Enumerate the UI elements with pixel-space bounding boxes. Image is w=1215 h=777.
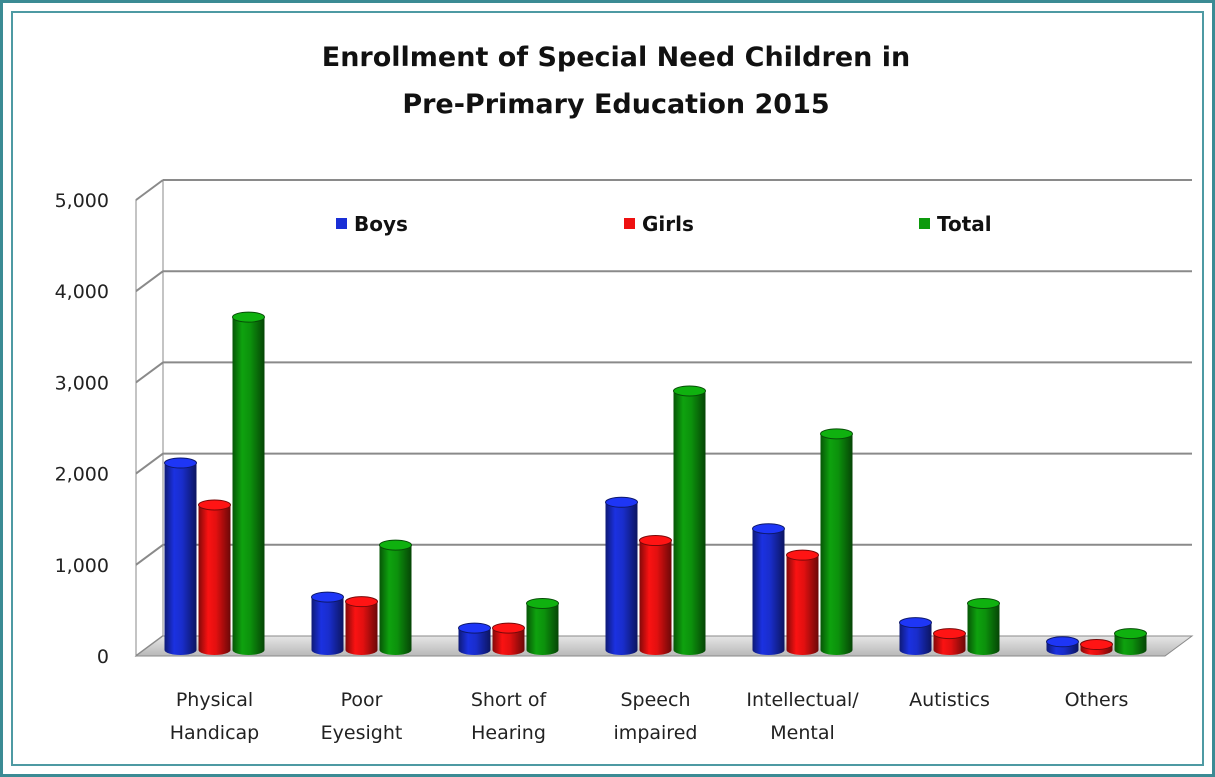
bar-boys [311,591,344,655]
bar-body [933,633,966,655]
bar-top [1114,628,1147,640]
y-tick-label: 4,000 [55,281,109,303]
bar-body [379,545,412,655]
bar-girls [933,628,966,655]
bar-body [1114,633,1147,655]
bar-girls [198,499,231,655]
y-tick-label: 3,000 [55,372,109,394]
x-tick-label: Others [1065,689,1129,711]
bar-boys [458,622,491,655]
chart-title-line-2: Pre-Primary Education 2015 [402,89,829,120]
bar-boys [605,496,638,655]
x-tick-label: Poor Eyesight [321,689,403,744]
legend-label: Total [937,212,992,236]
legend-item-boys: Boys [336,212,408,236]
bar-top [639,535,672,547]
bar-total [820,428,853,655]
bar-top [164,457,197,469]
bar-body [458,628,491,655]
bar-girls [1080,639,1113,655]
bar-top [198,499,231,511]
chart-inner-border [11,11,1204,766]
bar-girls [639,535,672,655]
bar-total [673,385,706,655]
bar-body [198,504,231,655]
bars-layer [164,311,1147,655]
bar-body [639,540,672,655]
bar-top [786,549,819,561]
bar-body [820,433,853,655]
y-tick-label: 5,000 [55,190,109,212]
bar-total [526,597,559,655]
bar-girls [492,622,525,655]
bar-girls [345,596,378,655]
bar-body [673,390,706,655]
gridline-depth [135,543,164,566]
left-wall [135,179,164,657]
y-tick-label: 2,000 [55,464,109,486]
bar-body [752,528,785,655]
legend-item-total: Total [919,212,992,236]
bar-body [899,622,932,655]
legend-swatch [336,218,347,229]
y-tick-label: 1,000 [55,555,109,577]
bar-top [311,591,344,603]
gridline-depth [135,270,164,293]
bar-top [492,622,525,634]
bar-top [899,617,932,629]
bar-boys [899,617,932,655]
bar-top [933,628,966,640]
bar-total [379,539,412,655]
bar-top [458,622,491,634]
bar-body [345,601,378,655]
bar-total [967,597,1000,655]
bar-body [786,555,819,655]
gridline-depth [135,179,164,201]
bar-top [1080,639,1113,651]
bar-body [605,502,638,655]
legend-label: Girls [642,212,694,236]
bar-top [967,597,1000,609]
bar-top [673,385,706,397]
bar-body [526,603,559,655]
bar-top [605,496,638,508]
x-tick-label: Short of Hearing [471,689,548,744]
bar-top [752,523,785,535]
bar-body [232,317,265,655]
gridline-depth [135,361,164,384]
x-tick-label: Intellectual/Mental [746,689,859,744]
bar-total [232,311,265,655]
bar-body [311,597,344,655]
gridline-depth [135,452,164,475]
bar-body [492,628,525,655]
legend-item-girls: Girls [624,212,694,236]
bar-boys [752,523,785,655]
bar-body [967,603,1000,655]
bar-girls [786,549,819,655]
bar-total [1114,628,1147,655]
axis-layer: 0 1,000 2,000 3,000 4,000 5,000 Physical Handic… [55,179,1194,744]
x-tick-label: Physical Handicap [170,689,259,744]
bar-body [164,463,197,655]
bar-top [379,539,412,551]
legend-swatch [919,218,930,229]
legend-label: Boys [354,212,408,236]
x-tick-label: Speech impaired [614,689,698,744]
bar-top [526,597,559,609]
chart-title-line-1: Enrollment of Special Need Children in [322,42,910,73]
bar-boys [1046,636,1079,655]
x-tick-label: Autistics [909,689,990,711]
legend: Boys Girls Total [336,212,992,236]
legend-swatch [624,218,635,229]
bar-top [820,428,853,440]
y-tick-label: 0 [97,646,109,668]
bar-top [345,596,378,608]
bar-top [1046,636,1079,648]
bar-top [232,311,265,323]
bar-boys [164,457,197,655]
